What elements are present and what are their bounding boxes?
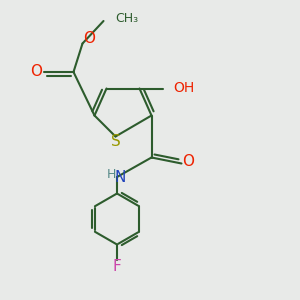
Text: O: O <box>182 154 194 169</box>
Text: S: S <box>111 134 120 149</box>
Text: N: N <box>114 169 126 184</box>
Text: F: F <box>112 259 122 274</box>
Text: O: O <box>30 64 42 80</box>
Text: O: O <box>83 31 95 46</box>
Text: CH₃: CH₃ <box>115 12 138 25</box>
Text: H: H <box>107 168 116 181</box>
Text: OH: OH <box>173 82 195 95</box>
